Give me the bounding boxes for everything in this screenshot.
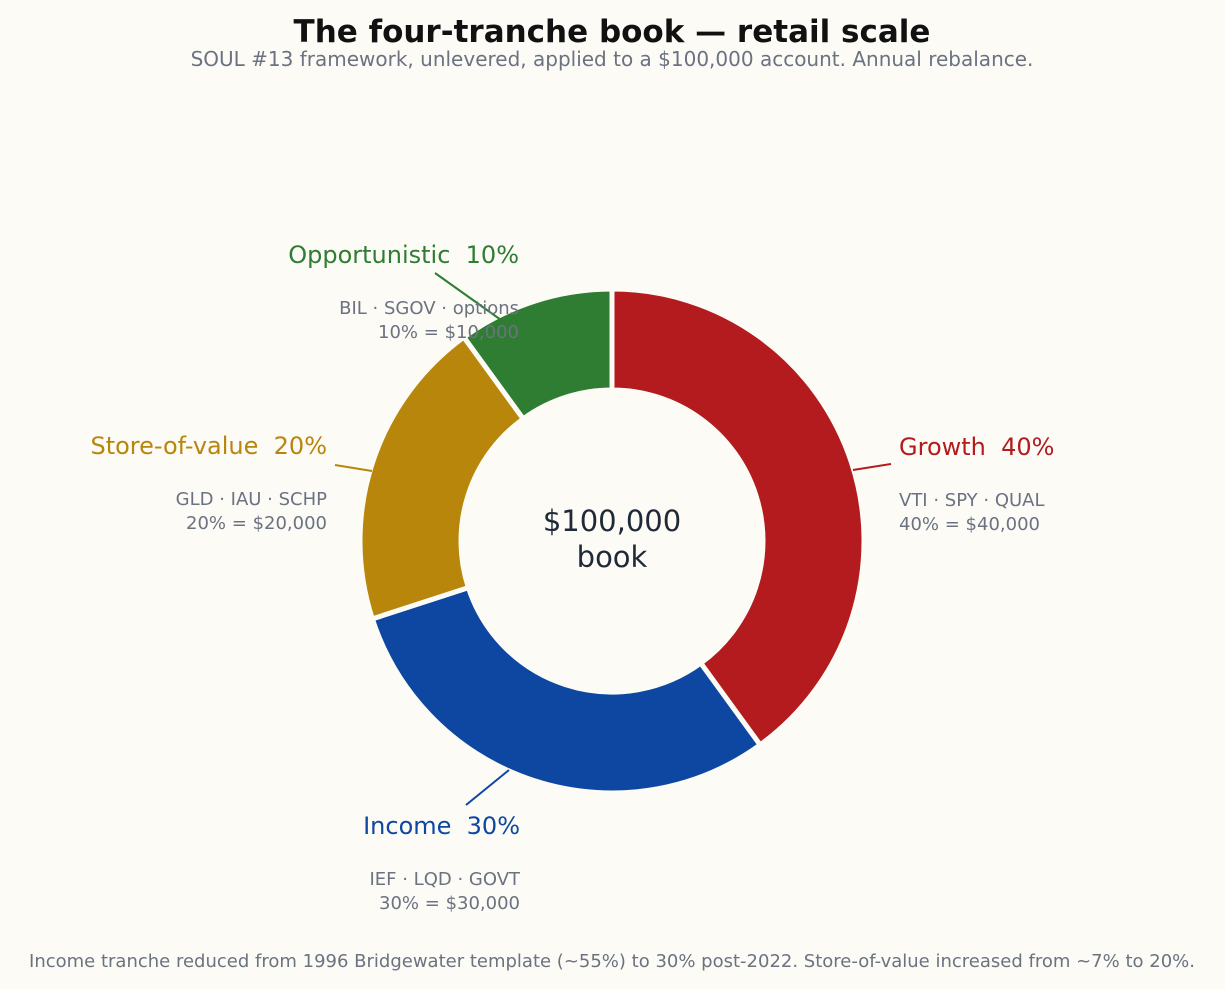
slice-tickers-growth: VTI · SPY · QUAL (899, 490, 1045, 511)
slice-percent: 30% (451, 812, 520, 840)
slice-amount-income: 30% = $30,000 (379, 893, 520, 914)
slice-label-opportunistic: Opportunistic 10% (288, 241, 519, 269)
slice-opportunistic (460, 286, 615, 423)
slice-name: Store-of-value (90, 432, 258, 460)
slice-label-income: Income 30% (363, 812, 520, 840)
slice-name: Growth (899, 433, 986, 461)
slice-name: Income (363, 812, 451, 840)
donut-slices (357, 286, 867, 796)
slice-percent: 40% (986, 433, 1055, 461)
center-label-caption: book (577, 540, 648, 574)
slice-labels: Growth 40% VTI · SPY · QUAL 40% = $40,000 I… (90, 241, 1054, 914)
slice-store-of-value (357, 333, 527, 623)
leader-lines (334, 272, 892, 806)
slice-growth (609, 286, 867, 749)
slice-amount-opportunistic: 10% = $10,000 (378, 322, 519, 343)
slice-percent: 20% (258, 432, 327, 460)
slice-tickers-income: IEF · LQD · GOVT (369, 869, 521, 890)
chart-footnote: Income tranche reduced from 1996 Bridgew… (29, 951, 1195, 972)
slice-tickers-store-of-value: GLD · IAU · SCHP (176, 489, 327, 510)
center-label-amount: $100,000 (543, 504, 681, 538)
slice-name: Opportunistic (288, 241, 450, 269)
slice-label-store-of-value: Store-of-value 20% (90, 432, 327, 460)
slice-tickers-opportunistic: BIL · SGOV · options (339, 298, 519, 319)
slice-amount-store-of-value: 20% = $20,000 (186, 513, 327, 534)
leader-line-income (465, 769, 510, 806)
slice-label-growth: Growth 40% (899, 433, 1054, 461)
leader-line-store-of-value (334, 464, 373, 472)
chart-subtitle: SOUL #13 framework, unlevered, applied t… (191, 47, 1034, 71)
slice-percent: 10% (450, 241, 519, 269)
chart-title: The four-tranche book — retail scale (294, 14, 931, 50)
leader-line-opportunistic (434, 272, 502, 321)
leader-line-growth (852, 463, 892, 471)
slice-amount-growth: 40% = $40,000 (899, 514, 1040, 535)
slice-income (369, 584, 764, 796)
